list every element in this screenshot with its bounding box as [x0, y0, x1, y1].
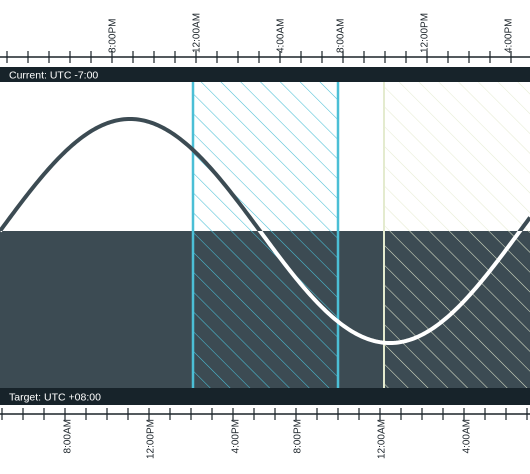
top-tick-label-1: 12:00AM [192, 13, 203, 53]
top-tick-label-2: 4:00AM [276, 19, 287, 53]
bottom-tick-label-5: 4:00AM [462, 419, 473, 453]
primary-window [191, 82, 340, 388]
bottom-tick-label-0: 8:00AM [63, 419, 74, 453]
current-timezone-bar: Current: UTC -7:00 [0, 67, 530, 82]
daylight-curve [0, 116, 530, 231]
top-tick-label-0: 8:00PM [108, 19, 119, 53]
target-timezone-label: Target: UTC +08:00 [9, 392, 101, 404]
bottom-tick-label-1: 12:00PM [146, 419, 157, 459]
secondary-window [383, 82, 530, 388]
target-timezone-bar: Target: UTC +08:00 [0, 388, 530, 405]
top-axis: 8:00PM 12:00AM 4:00AM 8:00AM 12:00PM 4:0… [0, 13, 530, 63]
top-tick-label-3: 8:00AM [336, 19, 347, 53]
bottom-tick-label-2: 4:00PM [231, 419, 242, 453]
bottom-axis: 8:00AM 12:00PM 4:00PM 8:00PM 12:00AM 4:0… [0, 408, 530, 459]
bottom-tick-label-4: 12:00AM [377, 419, 388, 459]
top-tick-label-5: 4:00PM [504, 19, 515, 53]
current-timezone-label: Current: UTC -7:00 [9, 70, 98, 82]
night-curve [0, 231, 523, 346]
bottom-tick-label-3: 8:00PM [293, 419, 304, 453]
top-tick-label-4: 12:00PM [420, 13, 431, 53]
